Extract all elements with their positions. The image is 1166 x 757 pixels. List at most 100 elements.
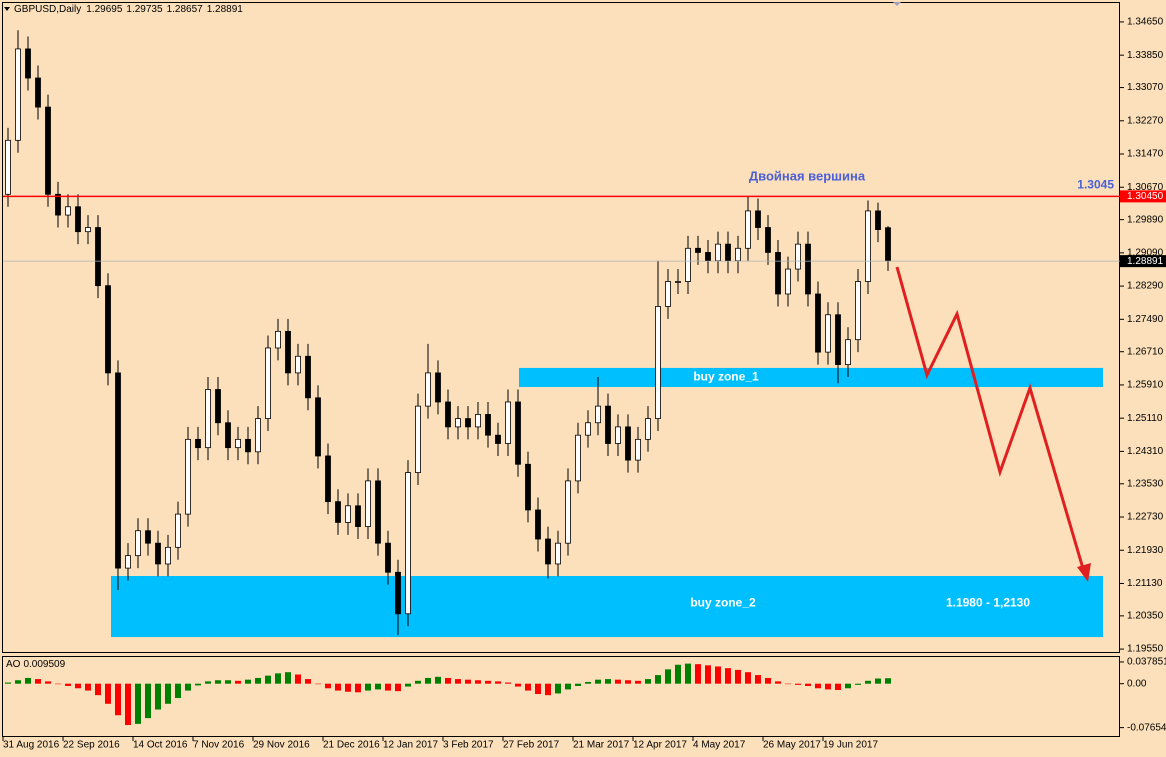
candle-body <box>315 397 321 457</box>
candle-body <box>495 434 501 444</box>
ao-bar <box>615 679 621 684</box>
ao-bar <box>135 683 141 724</box>
ao-header: AO 0.009509 <box>6 659 66 670</box>
resistance-axis-label: 1.30450 <box>1127 191 1164 202</box>
x-tick-label: 22 Sep 2016 <box>63 740 120 751</box>
candle-body <box>745 210 751 249</box>
ao-bar <box>525 683 531 691</box>
ao-bar <box>95 683 101 696</box>
candle-body <box>835 314 841 365</box>
x-tick-label: 7 Nov 2016 <box>193 740 245 751</box>
y-tick-label: 1.29090 <box>1127 248 1164 259</box>
y-tick-label: 1.22730 <box>1127 512 1164 523</box>
x-tick-label: 29 Nov 2016 <box>253 740 310 751</box>
candle-body <box>795 243 801 270</box>
ao-bar <box>295 674 301 684</box>
candle-body <box>235 438 241 449</box>
candle-body <box>565 480 571 544</box>
candle-body <box>775 252 781 295</box>
candle-body <box>225 422 231 449</box>
x-tick-label: 27 Feb 2017 <box>503 740 560 751</box>
zone-range-label: 1.1980 - 1,2130 <box>946 596 1030 610</box>
ao-bar <box>665 669 671 684</box>
ao-bar <box>515 683 521 687</box>
candle-body <box>635 438 641 461</box>
candle-body <box>95 227 101 287</box>
candle-body <box>435 372 441 403</box>
y-tick-label: 1.21930 <box>1127 545 1164 556</box>
ao-pane <box>2 656 1120 737</box>
ao-bar <box>285 672 291 684</box>
ao-bar <box>85 683 91 691</box>
ao-bar <box>735 669 741 684</box>
ao-bar <box>535 683 541 695</box>
y-tick-label: 1.29890 <box>1127 214 1164 225</box>
y-tick-label: 1.28290 <box>1127 281 1164 292</box>
y-tick-label: 1.34650 <box>1127 17 1164 28</box>
ao-bar <box>195 683 201 686</box>
candle-body <box>605 405 611 444</box>
y-tick-label: 1.23530 <box>1127 478 1164 489</box>
resistance-label: 1.3045 <box>1077 178 1114 192</box>
candle-body <box>885 227 891 262</box>
candle-body <box>785 268 791 295</box>
ao-bar <box>355 683 361 693</box>
ao-bar <box>5 682 11 684</box>
ao-name: AO <box>6 659 21 670</box>
ao-bar <box>715 666 721 684</box>
ao-bar <box>235 680 241 684</box>
ao-bar <box>115 683 121 716</box>
ao-bar <box>25 677 31 684</box>
y-tick-label: 1.27490 <box>1127 314 1164 325</box>
candle-body <box>725 243 731 262</box>
ao-bar <box>385 683 391 691</box>
candle-body <box>35 77 41 108</box>
candle-body <box>465 418 471 428</box>
ao-bar <box>885 678 891 684</box>
ao-bar <box>445 677 451 684</box>
ao-bar <box>765 677 771 684</box>
candle-body <box>285 330 291 374</box>
ao-bar <box>505 682 511 684</box>
candle-body <box>175 513 181 548</box>
double-top-label: Двойная вершина <box>749 168 866 183</box>
ao-bar <box>375 683 381 690</box>
ao-bar <box>215 680 221 684</box>
ao-bar <box>565 683 571 690</box>
candle-body <box>405 472 411 615</box>
y-tick-label: 1.25910 <box>1127 380 1164 391</box>
candle-body <box>105 285 111 374</box>
ao-bar <box>335 683 341 691</box>
candle-body <box>645 418 651 440</box>
candle-body <box>755 210 761 228</box>
ao-bar <box>475 680 481 684</box>
y-tick-label: 1.32270 <box>1127 115 1164 126</box>
candle-body <box>195 438 201 449</box>
ao-bar <box>65 683 71 686</box>
ao-bar <box>45 681 51 684</box>
candle-body <box>145 530 151 544</box>
ao-bar <box>745 672 751 684</box>
ao-bar <box>465 679 471 684</box>
ao-bar <box>655 675 661 684</box>
y-tick-label: 1.33850 <box>1127 50 1164 61</box>
last-low: 1.28657 <box>167 4 204 15</box>
ao-bar <box>415 680 421 684</box>
candle-body <box>305 355 311 399</box>
ao-bar <box>675 664 681 684</box>
ao-bar <box>175 683 181 699</box>
x-tick-label: 26 May 2017 <box>763 740 821 751</box>
x-tick-label: 21 Dec 2016 <box>323 740 380 751</box>
candle-body <box>845 339 851 365</box>
x-tick-label: 14 Oct 2016 <box>133 740 188 751</box>
resistance-axis-box <box>1120 190 1166 203</box>
candle-body <box>715 243 721 262</box>
shift-marker <box>893 2 901 6</box>
ao-bar <box>55 683 61 685</box>
candle-body <box>665 281 671 307</box>
candle-body <box>55 193 61 216</box>
x-tick-label: 21 Mar 2017 <box>573 740 630 751</box>
candle-body <box>115 372 121 569</box>
candle-body <box>215 389 221 424</box>
